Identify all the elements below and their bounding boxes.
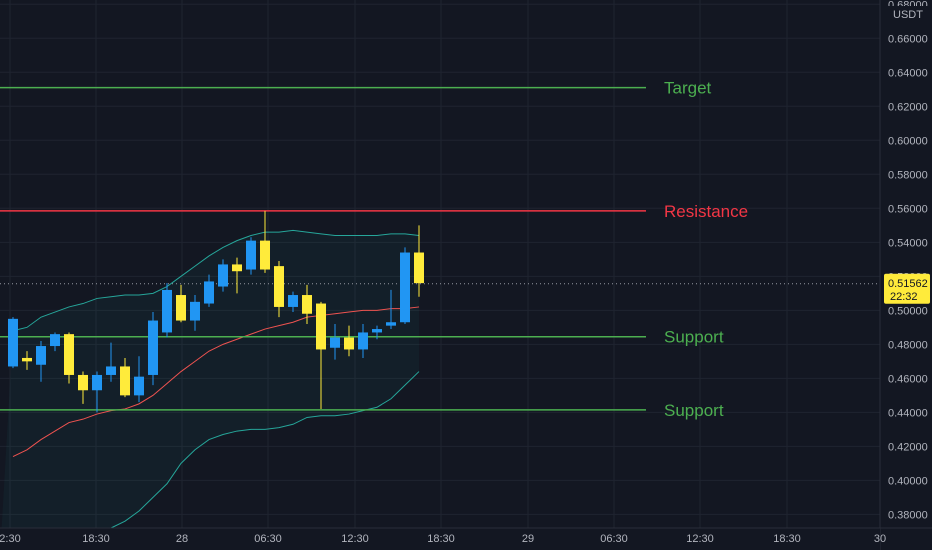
candle-body[interactable] — [162, 289, 172, 333]
y-tick-label: 0.68000 — [888, 0, 928, 11]
bollinger-upper-line — [12, 229, 420, 332]
candle-body[interactable] — [22, 357, 32, 362]
y-tick-label: 0.56000 — [888, 203, 928, 215]
x-tick-label: 18:30 — [773, 533, 801, 545]
candle-body[interactable] — [134, 376, 144, 396]
moving-average-line — [12, 306, 420, 458]
bollinger-band-fill — [0, 230, 419, 550]
candle-body[interactable] — [78, 374, 88, 391]
candle-body[interactable] — [330, 337, 340, 348]
x-tick-label: 06:30 — [254, 533, 282, 545]
candle-body[interactable] — [358, 332, 368, 350]
x-tick-label: 2:30 — [0, 533, 21, 545]
x-tick-label: 06:30 — [600, 533, 628, 545]
candle-body[interactable] — [372, 329, 382, 333]
candle-body[interactable] — [176, 295, 186, 321]
currency-label-bg — [886, 6, 930, 22]
y-tick-label: 0.62000 — [888, 101, 928, 113]
current-price-tag[interactable] — [884, 273, 930, 304]
x-tick-label: 29 — [522, 533, 534, 545]
candle-countdown: 22:32 — [890, 291, 918, 303]
candle-body[interactable] — [400, 252, 410, 323]
y-tick-label: 0.44000 — [888, 407, 928, 419]
y-tick-label: 0.40000 — [888, 475, 928, 487]
y-tick-label: 0.48000 — [888, 339, 928, 351]
candle-body[interactable] — [232, 264, 242, 272]
time-axis-bg — [0, 528, 880, 550]
current-price-value: 0.51562 — [888, 278, 928, 290]
y-tick-label: 0.54000 — [888, 237, 928, 249]
level-label-resistance: Resistance — [664, 202, 748, 221]
candle-body[interactable] — [106, 366, 116, 375]
y-tick-label: 0.60000 — [888, 135, 928, 147]
candle-body[interactable] — [344, 337, 354, 350]
candle-body[interactable] — [64, 334, 74, 375]
x-tick-label: 18:30 — [82, 533, 110, 545]
candle-body[interactable] — [316, 303, 326, 350]
candle-body[interactable] — [414, 252, 424, 284]
y-tick-label: 0.42000 — [888, 441, 928, 453]
candle-body[interactable] — [36, 346, 46, 365]
y-tick-label: 0.58000 — [888, 169, 928, 181]
x-tick-label: 18:30 — [427, 533, 455, 545]
candle-body[interactable] — [50, 334, 60, 347]
candle-body[interactable] — [92, 374, 102, 391]
y-tick-label: 0.38000 — [888, 509, 928, 521]
candle-body[interactable] — [260, 240, 270, 270]
y-tick-label: 0.46000 — [888, 373, 928, 385]
level-label-support: Support — [664, 401, 724, 420]
candle-body[interactable] — [120, 366, 130, 396]
level-label-support: Support — [664, 328, 724, 347]
candle-body[interactable] — [246, 240, 256, 270]
candle-body[interactable] — [302, 295, 312, 314]
currency-label: USDT — [893, 9, 923, 21]
y-tick-label: 0.50000 — [888, 305, 928, 317]
candle-body[interactable] — [190, 301, 200, 321]
x-tick-label: 12:30 — [341, 533, 369, 545]
candle-body[interactable] — [218, 264, 228, 287]
level-label-target: Target — [664, 79, 712, 98]
x-tick-label: 12:30 — [686, 533, 714, 545]
y-tick-label: 0.64000 — [888, 67, 928, 79]
candle-body[interactable] — [288, 295, 298, 307]
candle-body[interactable] — [204, 281, 214, 304]
x-tick-label: 28 — [176, 533, 188, 545]
x-tick-label: 30 — [874, 533, 886, 545]
candle-body[interactable] — [386, 322, 396, 326]
candle-body[interactable] — [274, 266, 284, 307]
y-tick-label: 0.66000 — [888, 33, 928, 45]
candle-body[interactable] — [148, 320, 158, 375]
candle-body[interactable] — [8, 318, 18, 367]
